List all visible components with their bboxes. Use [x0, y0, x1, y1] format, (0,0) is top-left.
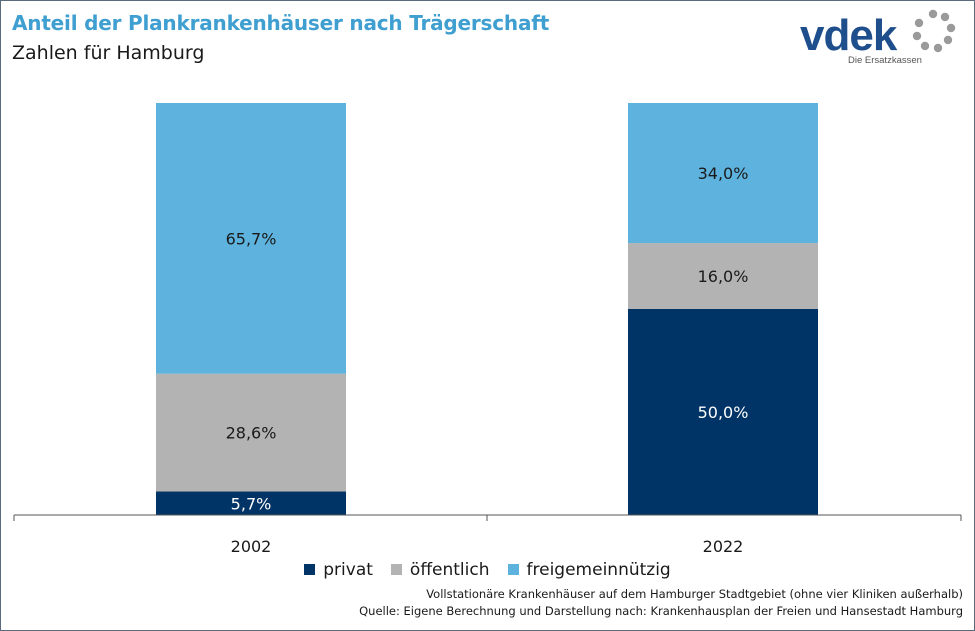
legend-label: freigemeinnützig: [526, 560, 671, 580]
footnote-scope: Vollstationäre Krankenhäuser auf dem Ham…: [426, 587, 963, 601]
x-tick-label: 2002: [231, 537, 272, 556]
chart-title: Anteil der Plankrankenhäuser nach Träger…: [12, 11, 550, 35]
legend-label: öffentlich: [409, 560, 490, 580]
bar-segment: [156, 373, 346, 492]
legend-swatch: [507, 564, 519, 575]
bar-segment: [156, 491, 346, 515]
legend-label: privat: [323, 560, 373, 580]
logo-tagline: Die Ersatzkassen: [848, 55, 922, 66]
data-label: 28,6%: [226, 424, 277, 443]
category-labels: 2002 2022: [231, 537, 744, 556]
legend: privat öffentlich freigemeinnützig: [0, 560, 975, 580]
data-label: 34,0%: [698, 164, 749, 183]
bar-segment: [628, 243, 818, 309]
x-tick-label: 2022: [703, 537, 744, 556]
legend-item: freigemeinnützig: [507, 560, 671, 580]
footnotes: Vollstationäre Krankenhäuser auf dem Ham…: [359, 586, 963, 620]
chart-subtitle: Zahlen für Hamburg: [12, 42, 205, 64]
legend-swatch: [390, 564, 402, 575]
data-label: 5,7%: [231, 494, 272, 513]
logo-text: vdek: [800, 11, 898, 60]
bar-segment: [156, 103, 346, 374]
data-label: 50,0%: [698, 403, 749, 422]
bars-group: 5,7% 28,6% 65,7% 50,0% 16,0% 34,0%: [156, 103, 818, 515]
bar-segment: [628, 309, 818, 515]
bar-segment: [628, 103, 818, 244]
logo-ring-icon: [912, 9, 956, 53]
data-label: 16,0%: [698, 267, 749, 286]
footnote-source: Quelle: Eigene Berechnung und Darstellun…: [359, 604, 963, 618]
data-label: 65,7%: [226, 229, 277, 248]
legend-item: privat: [304, 560, 373, 580]
vdek-logo: vdek Die Ersatzkassen: [800, 9, 956, 66]
legend-swatch: [304, 564, 316, 575]
legend-item: öffentlich: [390, 560, 490, 580]
